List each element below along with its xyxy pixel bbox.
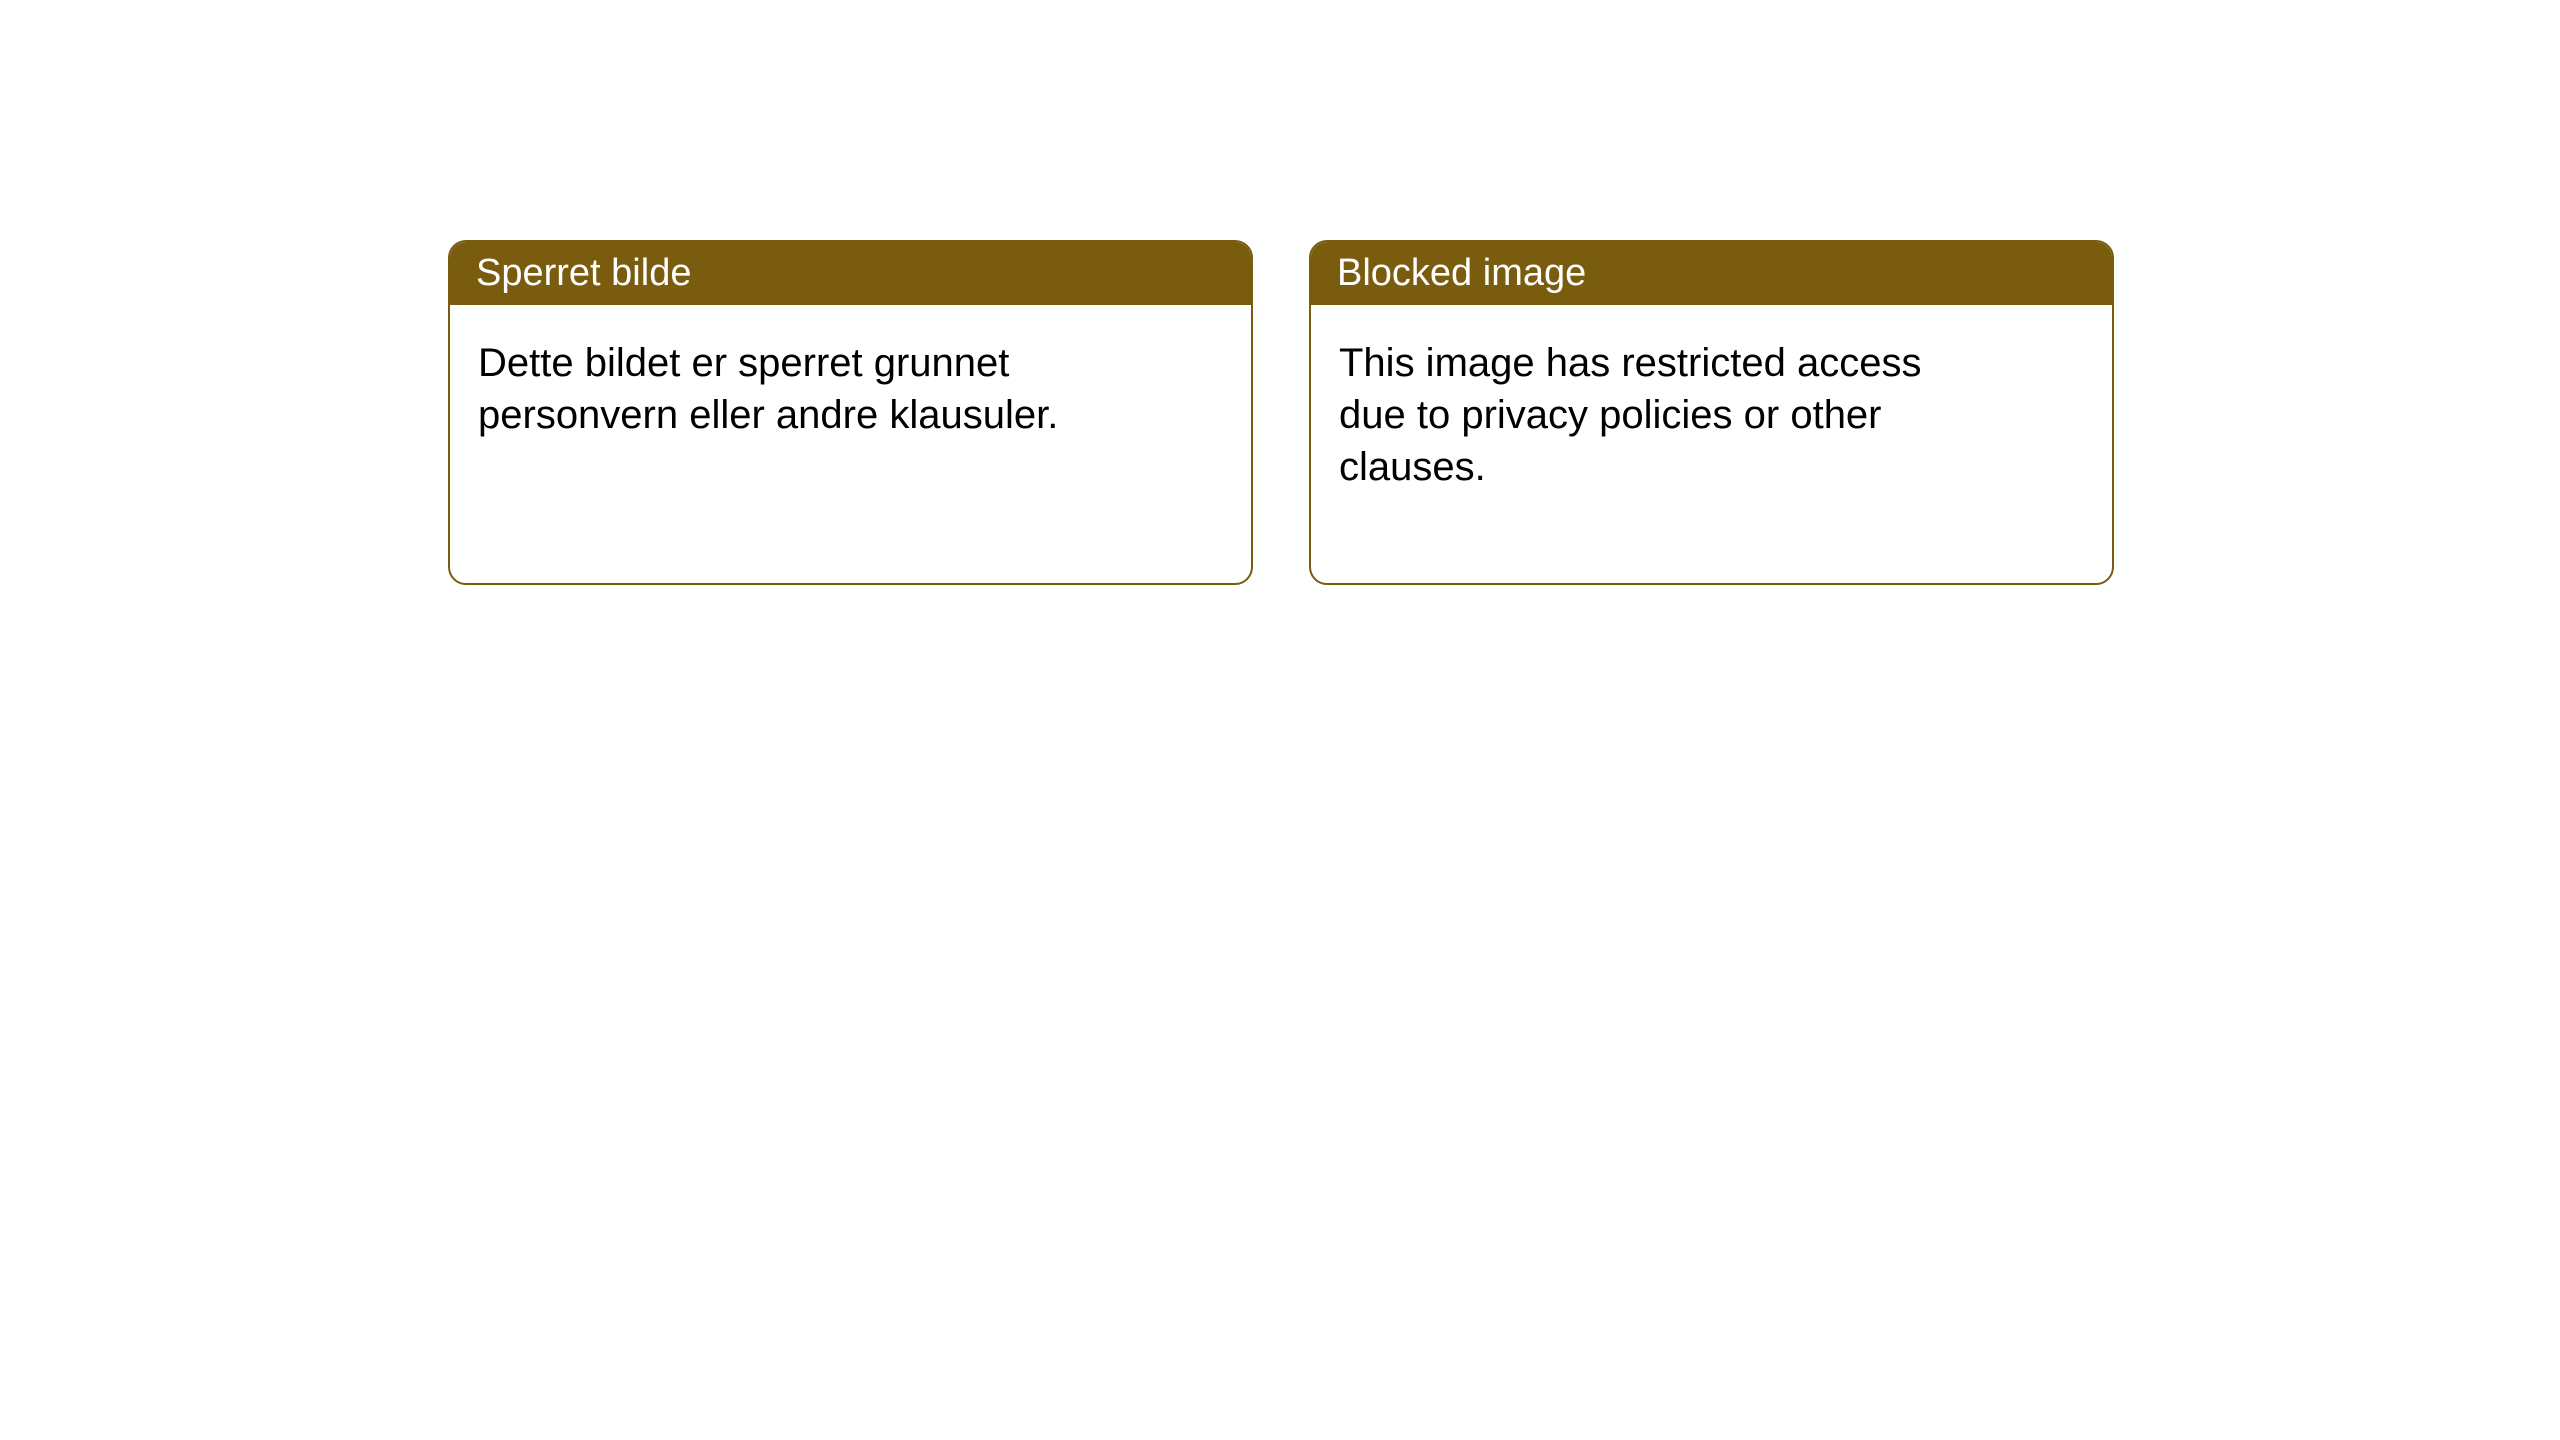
card-header: Sperret bilde bbox=[450, 242, 1251, 305]
card-body: This image has restricted access due to … bbox=[1311, 305, 2011, 583]
card-body-text: Dette bildet er sperret grunnet personve… bbox=[478, 341, 1058, 437]
card-header-title: Blocked image bbox=[1337, 252, 1586, 294]
notice-card-english: Blocked image This image has restricted … bbox=[1309, 240, 2114, 585]
card-header-title: Sperret bilde bbox=[476, 252, 691, 294]
card-body: Dette bildet er sperret grunnet personve… bbox=[450, 305, 1150, 531]
notice-cards-container: Sperret bilde Dette bildet er sperret gr… bbox=[0, 0, 2560, 585]
card-header: Blocked image bbox=[1311, 242, 2112, 305]
notice-card-norwegian: Sperret bilde Dette bildet er sperret gr… bbox=[448, 240, 1253, 585]
card-body-text: This image has restricted access due to … bbox=[1339, 341, 1921, 489]
